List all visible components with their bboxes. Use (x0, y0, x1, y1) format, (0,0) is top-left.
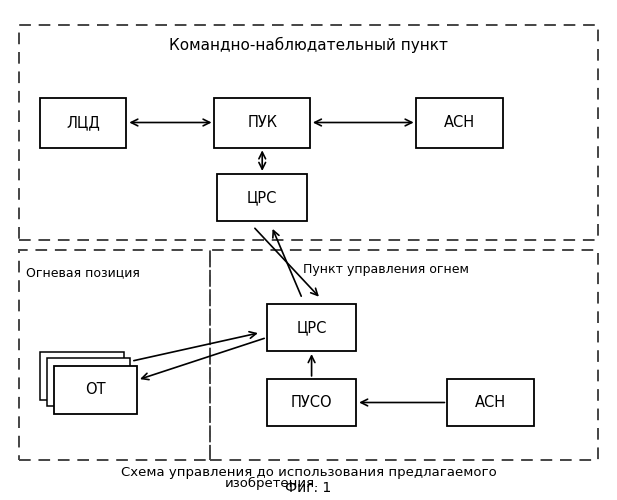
Text: АСН: АСН (475, 395, 506, 410)
Text: ПУСО: ПУСО (291, 395, 333, 410)
Bar (40, 98, 126, 148)
Bar (47, 358, 130, 406)
Text: изобретения.: изобретения. (225, 477, 320, 490)
Text: ЛЦД: ЛЦД (67, 115, 100, 130)
Bar (217, 174, 307, 221)
Bar (267, 379, 357, 426)
Bar (267, 304, 357, 351)
Bar (19, 25, 598, 240)
Text: Схема управления до использования предлагаемого: Схема управления до использования предла… (121, 466, 496, 479)
Text: Пункт управления огнем: Пункт управления огнем (302, 264, 469, 276)
Text: Огневая позиция: Огневая позиция (27, 266, 140, 279)
Bar (19, 250, 210, 460)
Bar (40, 352, 123, 400)
Text: ПУК: ПУК (247, 115, 277, 130)
Text: ЦРС: ЦРС (296, 320, 327, 335)
Text: Фиг. 1: Фиг. 1 (286, 481, 331, 495)
Text: Командно-наблюдательный пункт: Командно-наблюдательный пункт (169, 37, 448, 53)
Bar (210, 250, 598, 460)
Text: ОТ: ОТ (85, 382, 106, 398)
Bar (447, 379, 534, 426)
Text: ЦРС: ЦРС (247, 190, 278, 205)
Text: АСН: АСН (444, 115, 475, 130)
Bar (416, 98, 503, 148)
Bar (54, 366, 137, 414)
Bar (215, 98, 310, 148)
